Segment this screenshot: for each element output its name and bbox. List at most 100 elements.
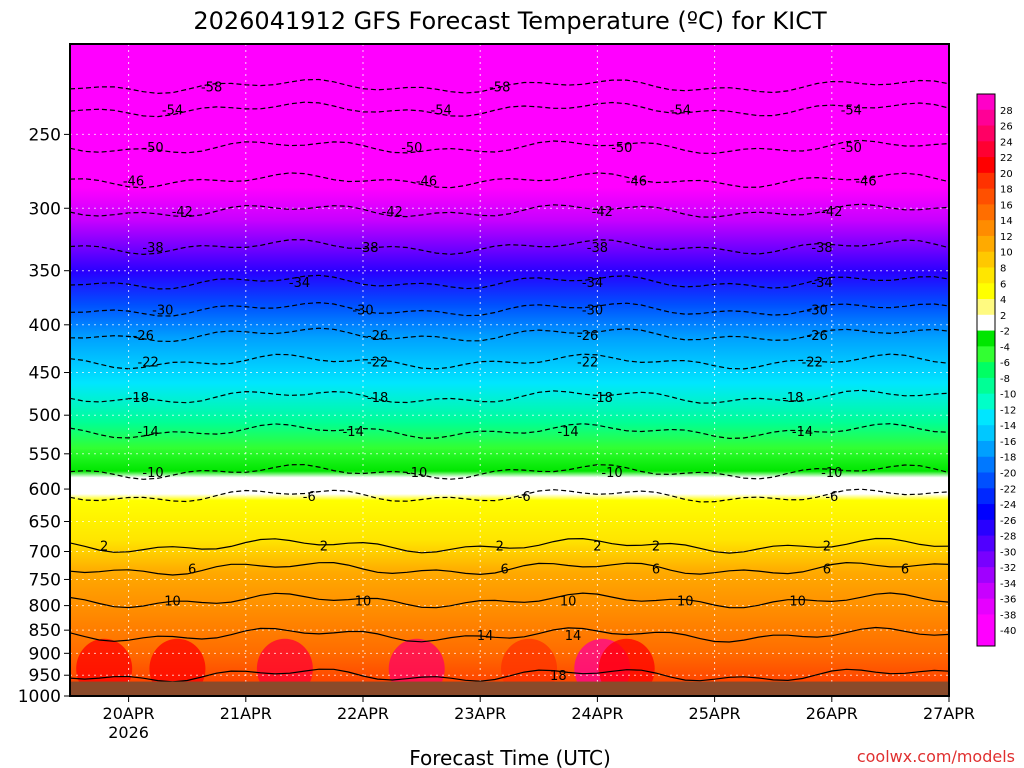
isotherm-label: -14 xyxy=(138,425,159,440)
x-tick-label: 27APR xyxy=(923,704,975,723)
isotherm-line xyxy=(70,488,949,503)
isotherm-label: 10 xyxy=(789,595,806,610)
isotherm-label: -14 xyxy=(792,425,813,440)
colorbar-swatch xyxy=(977,377,995,395)
isotherm-label: -38 xyxy=(811,241,832,256)
isotherm-label: -22 xyxy=(367,356,388,371)
isotherm-line xyxy=(70,626,949,643)
isotherm-label: 2 xyxy=(593,540,601,555)
colorbar-swatch xyxy=(977,551,995,568)
colorbar-label: -6 xyxy=(1000,358,1010,369)
x-tick-label: 26APR xyxy=(806,704,858,723)
isotherm-label: -34 xyxy=(582,276,603,291)
chart-title: 2026041912 GFS Forecast Temperature (ºC)… xyxy=(193,7,827,35)
colorbar-label: 10 xyxy=(1000,248,1013,259)
colorbar-label: 2 xyxy=(1000,311,1006,322)
isotherm-label: 6 xyxy=(652,563,660,578)
isotherm-label: -6 xyxy=(303,490,316,505)
isotherm-label: 10 xyxy=(355,595,372,610)
isotherms: -58 -58 -54 -54 -54 -54 -50 -50 -50 -50 -46 -46 -46 -… xyxy=(70,78,949,684)
isotherm-label: 14 xyxy=(565,629,582,644)
colorbar-frame xyxy=(976,93,996,647)
colorbar-label: -10 xyxy=(1000,390,1016,401)
isotherm-line xyxy=(70,463,949,480)
isotherm-label: -30 xyxy=(582,303,603,318)
isotherm-label: -30 xyxy=(807,303,828,318)
y-tick-label: 350 xyxy=(29,262,61,282)
isotherm-label: -10 xyxy=(821,466,842,481)
credit-text[interactable]: coolwx.com/models xyxy=(857,747,1015,766)
colorbar-swatch xyxy=(977,614,995,631)
isotherm-label: -54 xyxy=(162,103,183,118)
colorbar-label: 24 xyxy=(1000,137,1013,148)
isotherm-label: -18 xyxy=(128,391,149,406)
y-tick-label: 950 xyxy=(29,666,61,686)
colorbar-label: 18 xyxy=(1000,185,1013,196)
isotherm-label: -26 xyxy=(577,329,598,344)
y-tick-label: 500 xyxy=(29,406,61,426)
y-tick-label: 850 xyxy=(29,621,61,641)
x-tick-label: 25APR xyxy=(689,704,741,723)
colorbar-swatch xyxy=(977,519,995,537)
y-tick-label: 550 xyxy=(29,445,61,465)
isotherm-label: -26 xyxy=(133,329,154,344)
colorbar-swatch xyxy=(977,188,995,205)
isotherm-line xyxy=(70,301,949,317)
colorbar-swatch xyxy=(977,362,995,379)
colorbar-swatch xyxy=(977,488,995,505)
isotherm-label: -54 xyxy=(670,103,691,118)
y-tick-label: 800 xyxy=(29,597,61,617)
isotherm-line xyxy=(70,172,949,189)
colorbar-label: -22 xyxy=(1000,484,1016,495)
y-tick-label: 300 xyxy=(29,199,61,219)
grid-lines xyxy=(70,44,949,696)
isotherm-label: 18 xyxy=(550,669,567,684)
y-tick-label: 600 xyxy=(29,480,61,500)
isotherm-label: -50 xyxy=(401,141,422,156)
colorbar-label: -26 xyxy=(1000,516,1016,527)
x-tick-sublabel: 2026 xyxy=(108,723,149,742)
isotherm-label: -46 xyxy=(855,174,876,189)
x-tick-label: 20APR xyxy=(103,704,155,723)
isotherm-line xyxy=(70,592,949,609)
colorbar-label: 16 xyxy=(1000,200,1013,211)
x-tick-label: 23APR xyxy=(454,704,506,723)
colorbar-swatch xyxy=(977,472,995,489)
colorbar-swatch xyxy=(977,141,995,158)
isotherm-label: -54 xyxy=(431,103,452,118)
isotherm-label: 10 xyxy=(164,595,181,610)
colorbar-swatch xyxy=(977,220,995,237)
isotherm-label: -38 xyxy=(357,241,378,256)
isotherm-label: 2 xyxy=(100,540,108,555)
isotherm-line xyxy=(70,203,949,218)
colorbar-label: -36 xyxy=(1000,595,1016,606)
isotherm-label: -34 xyxy=(289,276,310,291)
isotherm-label: -18 xyxy=(367,391,388,406)
isotherm-label: -46 xyxy=(626,174,647,189)
x-axis-label: Forecast Time (UTC) xyxy=(409,746,611,768)
isotherm-line xyxy=(70,327,949,343)
pressure-axis: 250 300 350 400 450 500 550 600 650 700 750 800 850 9… xyxy=(18,125,70,707)
isotherm-label: 10 xyxy=(677,595,694,610)
isotherm-label: 2 xyxy=(823,540,831,555)
colorbar-swatch xyxy=(977,425,995,442)
isotherm-label: -34 xyxy=(811,276,832,291)
colorbar-label: -30 xyxy=(1000,547,1016,558)
isotherm-line xyxy=(70,668,949,683)
colorbar-label: -18 xyxy=(1000,453,1016,464)
colorbar-swatch xyxy=(977,283,995,300)
colorbar-label: -40 xyxy=(1000,626,1016,637)
isotherm-label: -10 xyxy=(406,466,427,481)
isotherm-line xyxy=(70,561,949,576)
isotherm-label: -46 xyxy=(416,174,437,189)
isotherm-label: -6 xyxy=(825,490,838,505)
x-tick-label: 21APR xyxy=(220,704,272,723)
y-tick-label: 450 xyxy=(29,364,61,384)
colorbar-swatch xyxy=(977,346,995,363)
isotherm-label: -50 xyxy=(611,141,632,156)
isotherm-label: -42 xyxy=(172,205,193,220)
isotherm-label: 2 xyxy=(652,540,660,555)
isotherm-label: -10 xyxy=(601,466,622,481)
y-tick-label: 750 xyxy=(29,570,61,590)
